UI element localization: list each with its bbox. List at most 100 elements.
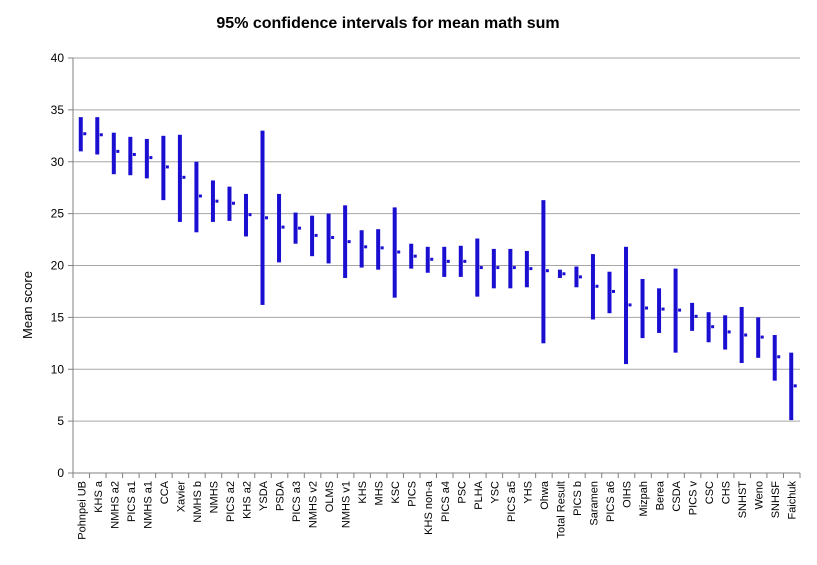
interval-bar <box>756 317 761 358</box>
mean-marker <box>512 266 516 270</box>
interval-bar <box>359 230 364 268</box>
mean-marker <box>760 335 764 339</box>
interval-bar <box>772 335 777 381</box>
interval-bar <box>95 117 100 155</box>
interval-bar <box>425 246 430 273</box>
x-tick-label: PICS <box>407 481 419 507</box>
mean-marker <box>380 246 384 250</box>
mean-marker <box>430 257 434 261</box>
mean-marker <box>182 175 186 179</box>
interval-bar <box>310 215 315 257</box>
interval-bar <box>557 269 562 278</box>
x-tick-label: KHS <box>357 481 369 504</box>
x-tick-label: PSDA <box>275 480 287 511</box>
interval-bar <box>78 117 83 152</box>
interval-bar <box>243 193 248 237</box>
mean-marker <box>132 152 136 156</box>
interval-bar <box>326 213 331 264</box>
x-tick-label: NMHS b <box>192 481 204 523</box>
y-tick-label: 20 <box>51 259 65 273</box>
mean-marker <box>413 254 417 258</box>
x-tick-label: NMHS <box>208 481 220 513</box>
interval-bar <box>607 271 612 314</box>
interval-bar <box>128 136 133 176</box>
x-tick-label: YHS <box>522 481 534 504</box>
mean-marker <box>496 266 500 270</box>
mean-marker <box>463 259 467 263</box>
x-tick-label: PICS b <box>572 481 584 516</box>
mean-marker <box>661 307 665 311</box>
y-tick-label: 25 <box>51 207 65 221</box>
mean-marker <box>711 325 715 329</box>
mean-marker <box>694 314 698 318</box>
interval-bar <box>392 207 397 298</box>
x-tick-label: KSC <box>390 481 402 504</box>
interval-bar <box>194 161 199 233</box>
interval-bar <box>475 238 480 297</box>
interval-bar <box>409 243 414 269</box>
interval-bar <box>458 245 463 277</box>
mean-marker <box>83 132 87 136</box>
y-tick-label: 0 <box>57 466 64 480</box>
mean-marker <box>314 233 318 237</box>
interval-bar <box>508 248 513 289</box>
chart-title: 95% confidence intervals for mean math s… <box>216 15 559 32</box>
x-tick-label: Xavier <box>175 481 187 513</box>
interval-bar <box>111 132 116 175</box>
grid-lines <box>73 57 800 422</box>
x-tick-label: OLMS <box>324 481 336 512</box>
mean-marker <box>645 306 649 310</box>
x-tick-label: PLHA <box>473 480 485 509</box>
x-tick-label: KHS non-a <box>423 480 435 535</box>
x-tick-label: PICS a3 <box>291 481 303 522</box>
interval-bar <box>541 200 546 344</box>
interval-bar <box>210 180 215 222</box>
mean-marker <box>248 213 252 217</box>
mean-marker <box>611 289 615 293</box>
interval-bar <box>277 193 282 263</box>
mean-marker <box>149 156 153 160</box>
x-tick-label: YSDA <box>258 480 270 511</box>
x-axis-ticks: Pohnpei UB KHS a NMHS a2 PICS a1 NMHS a1 CCA X… <box>72 473 801 540</box>
x-tick-label: YSC <box>489 481 501 504</box>
x-tick-label: NMHS a2 <box>109 481 121 529</box>
x-tick-label: SNHST <box>737 481 749 519</box>
interval-bar <box>293 212 298 244</box>
mean-marker <box>628 303 632 307</box>
mean-marker <box>562 272 566 276</box>
x-tick-label: NMHS v1 <box>341 481 353 528</box>
x-tick-label: NMHS a1 <box>142 481 154 529</box>
interval-bar <box>574 266 579 288</box>
x-tick-label: Mizpah <box>638 481 650 516</box>
axes <box>72 58 800 474</box>
mean-marker <box>578 275 582 279</box>
mean-marker <box>446 259 450 263</box>
interval-bars <box>78 117 794 421</box>
x-tick-label: NMHS v2 <box>308 481 320 528</box>
x-tick-label: CSC <box>704 481 716 504</box>
x-tick-label: Total Result <box>555 481 567 538</box>
y-tick-label: 5 <box>57 414 64 428</box>
interval-bar <box>690 302 695 331</box>
x-tick-label: Weno <box>754 481 766 510</box>
interval-bar <box>227 186 232 221</box>
interval-bar <box>624 246 629 365</box>
mean-marker <box>545 269 549 273</box>
interval-bar <box>343 205 348 278</box>
x-tick-label: PICS a6 <box>605 481 617 522</box>
interval-bar <box>376 229 381 270</box>
interval-bar <box>723 315 728 350</box>
x-tick-label: Pohnpei UB <box>76 481 88 540</box>
x-tick-label: MHS <box>374 481 386 505</box>
y-axis-label: Mean score <box>20 271 35 339</box>
mean-marker <box>281 225 285 229</box>
y-axis-ticks: 0 5 10 15 20 25 30 35 40 <box>51 51 73 480</box>
mean-marker <box>479 266 483 270</box>
mean-marker <box>727 330 731 334</box>
mean-marker <box>678 308 682 312</box>
mean-marker <box>99 133 103 137</box>
interval-bar <box>491 248 496 289</box>
interval-bar <box>144 138 149 179</box>
